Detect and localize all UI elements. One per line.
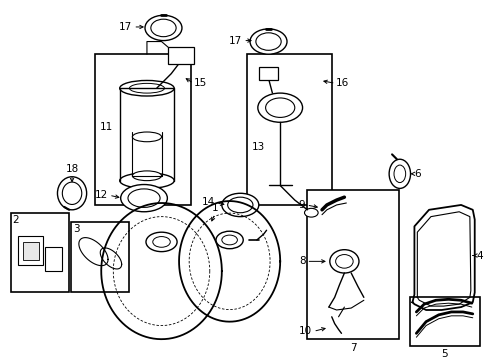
Ellipse shape [335,255,352,268]
Ellipse shape [145,15,182,41]
Text: 3: 3 [73,224,80,234]
Text: 2: 2 [13,215,20,225]
Text: 17: 17 [228,36,242,46]
Text: 5: 5 [440,349,447,359]
Text: 11: 11 [100,122,113,132]
Ellipse shape [152,237,170,247]
Text: 12: 12 [95,190,108,200]
Ellipse shape [329,250,358,273]
Bar [23,242,39,260]
Bar [95,54,190,205]
Ellipse shape [121,185,167,212]
Text: 9: 9 [298,200,305,210]
Bar [18,236,43,265]
Text: 16: 16 [335,78,348,88]
Ellipse shape [120,173,174,188]
Bar [71,222,129,292]
Ellipse shape [393,165,405,183]
Bar [168,48,193,64]
Ellipse shape [146,232,177,252]
Ellipse shape [120,80,174,96]
Ellipse shape [216,231,243,249]
Ellipse shape [222,193,258,217]
Text: 4: 4 [476,251,482,261]
Ellipse shape [255,33,281,50]
Ellipse shape [304,208,318,217]
Text: 17: 17 [119,22,132,32]
Text: 7: 7 [349,343,356,353]
Ellipse shape [129,84,164,93]
Text: 15: 15 [193,78,206,88]
Bar [307,190,398,339]
Ellipse shape [62,182,81,204]
Text: 1: 1 [211,203,218,213]
Ellipse shape [265,98,294,117]
Bar [258,67,278,80]
Text: 6: 6 [413,169,420,179]
Bar [45,247,62,271]
Ellipse shape [388,159,410,188]
Ellipse shape [249,29,286,54]
Text: 14: 14 [202,197,215,207]
Ellipse shape [227,197,252,213]
Ellipse shape [132,132,161,142]
Ellipse shape [128,189,160,207]
Ellipse shape [150,19,176,37]
Ellipse shape [58,177,86,210]
Bar [246,54,331,205]
Text: 10: 10 [299,327,312,336]
Ellipse shape [132,171,161,181]
Text: 8: 8 [298,256,305,266]
Text: 13: 13 [251,141,264,152]
Bar [409,297,479,346]
Text: 18: 18 [65,164,79,174]
Ellipse shape [222,235,237,245]
Bar [11,213,69,292]
Ellipse shape [257,93,302,122]
